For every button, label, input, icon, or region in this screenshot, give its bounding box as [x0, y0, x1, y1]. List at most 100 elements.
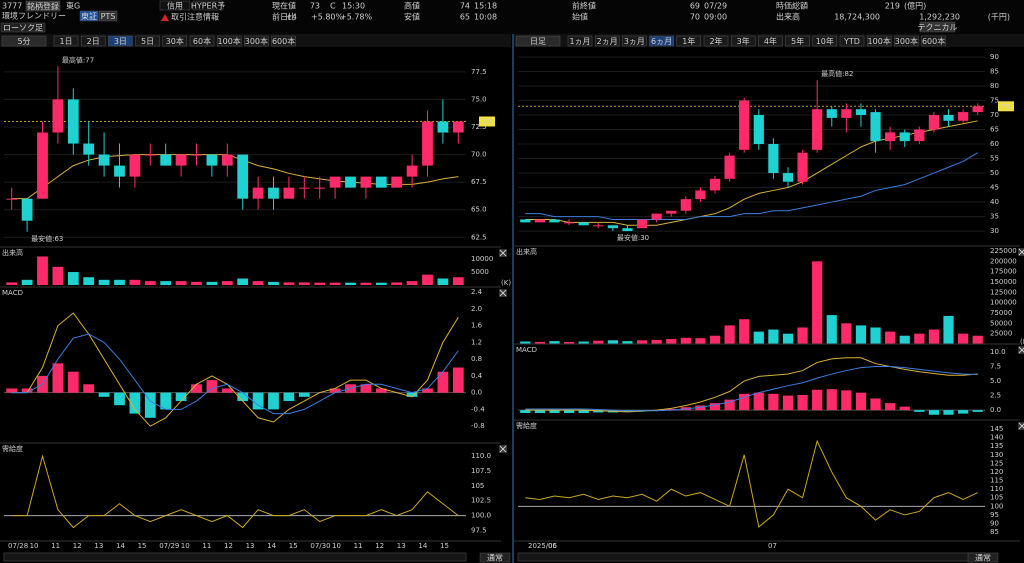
macd-histogram	[83, 384, 95, 393]
candle-body	[885, 132, 896, 142]
period-button[interactable]	[189, 35, 215, 47]
period-button[interactable]	[622, 35, 647, 47]
interval-button[interactable]	[1, 35, 47, 47]
period-button[interactable]	[730, 35, 756, 47]
period-button[interactable]	[703, 35, 729, 47]
panel-label: MACD	[2, 289, 23, 297]
low-note: 最安値:63	[31, 234, 63, 243]
period-button[interactable]	[594, 35, 620, 47]
high-note: 最高値:82	[821, 69, 853, 78]
period: 300本	[245, 36, 268, 46]
hyper-button[interactable]	[192, 0, 224, 11]
chart-style-button[interactable]	[0, 22, 46, 33]
candle-body	[651, 213, 662, 220]
period: 30本	[166, 36, 184, 46]
y-tick-label: 5.0	[990, 377, 1001, 385]
candle-body	[252, 187, 264, 199]
period-button[interactable]	[812, 35, 838, 47]
moving-average	[11, 154, 459, 200]
period-button[interactable]	[108, 35, 133, 47]
period-button[interactable]	[162, 35, 188, 47]
y-tick-label: 120	[990, 468, 1003, 476]
field-value: +4	[285, 13, 297, 22]
period-button[interactable]	[649, 35, 674, 47]
period-button[interactable]	[271, 35, 296, 47]
y-tick-label: 105	[990, 494, 1003, 502]
volume-bar	[753, 331, 764, 344]
volume-bar	[221, 281, 233, 285]
y-tick-label: 25000	[990, 330, 1012, 338]
scrollbar[interactable]	[3, 552, 467, 562]
mode-button[interactable]	[479, 552, 511, 563]
close-button[interactable]	[1018, 248, 1024, 256]
volume-bar	[666, 339, 677, 344]
scrollbar[interactable]	[517, 552, 986, 562]
x-tick-label: 13	[246, 542, 255, 550]
volume-bar	[695, 338, 706, 344]
macd-histogram	[437, 371, 449, 393]
macd-histogram	[237, 392, 249, 402]
period-button[interactable]	[244, 35, 269, 47]
x-tick-label: 06	[548, 542, 557, 550]
period-button[interactable]	[135, 35, 160, 47]
period-button[interactable]	[53, 35, 79, 47]
volume-bar	[607, 340, 618, 344]
candle-body	[797, 152, 808, 182]
macd-histogram	[175, 392, 187, 402]
period-button[interactable]	[216, 35, 242, 47]
period-button[interactable]	[567, 35, 593, 47]
volume-bar	[21, 279, 33, 285]
period-button[interactable]	[839, 35, 865, 47]
volume-bar	[114, 279, 125, 285]
register-button[interactable]	[25, 0, 61, 12]
macd-histogram	[885, 403, 896, 411]
y-tick-label: 75	[990, 96, 999, 104]
candle-body	[695, 190, 706, 200]
period-button[interactable]	[894, 35, 919, 47]
field-label: 前日比	[272, 12, 296, 22]
period-button[interactable]	[676, 35, 702, 47]
y-tick-label: 80	[990, 82, 999, 90]
credit-button[interactable]	[159, 0, 191, 11]
y-tick-label: 0.0	[471, 389, 482, 397]
candle-body	[6, 198, 18, 200]
y-tick-label: 175000	[990, 268, 1017, 276]
period: 2年	[709, 36, 722, 46]
field-extra: 1,292,230	[919, 13, 960, 22]
period-button[interactable]	[758, 35, 783, 47]
period: 600本	[922, 36, 945, 46]
period-button[interactable]	[80, 35, 106, 47]
field-time: 10:08	[474, 13, 497, 22]
high-note: 最高値:77	[62, 55, 94, 64]
period-button[interactable]	[866, 35, 892, 47]
period: 2日	[87, 37, 100, 46]
volume-bar	[83, 277, 95, 285]
candle-body	[578, 222, 589, 226]
macd-histogram	[98, 392, 110, 397]
candle-body	[329, 176, 341, 188]
low-note: 最安値:30	[617, 233, 649, 242]
exchange-tab-button[interactable]	[98, 10, 118, 22]
candle-body	[680, 199, 691, 211]
y-tick-label: 72.5	[471, 123, 487, 131]
period-button[interactable]	[921, 35, 946, 47]
y-tick-label: 55	[990, 155, 999, 163]
panel-label: 需給度	[516, 421, 537, 430]
technical-button[interactable]	[919, 21, 956, 33]
exchange-tab-button[interactable]	[79, 10, 99, 22]
candle-body	[52, 99, 64, 133]
volume-bar	[593, 340, 604, 344]
macd-histogram	[724, 399, 735, 411]
close-button[interactable]	[1018, 346, 1024, 354]
y-tick-label: 100000	[990, 299, 1017, 307]
close-button[interactable]	[1018, 422, 1024, 430]
interval-button[interactable]	[515, 35, 561, 47]
y-tick-label: 110	[990, 485, 1003, 493]
mode-button[interactable]	[967, 552, 999, 563]
technical: テクニカル	[918, 23, 958, 32]
macd-histogram	[252, 392, 264, 410]
volume-bar	[943, 315, 954, 344]
macd-histogram	[520, 410, 531, 414]
period-button[interactable]	[785, 35, 810, 47]
y-tick-label: 100.0	[471, 512, 491, 520]
